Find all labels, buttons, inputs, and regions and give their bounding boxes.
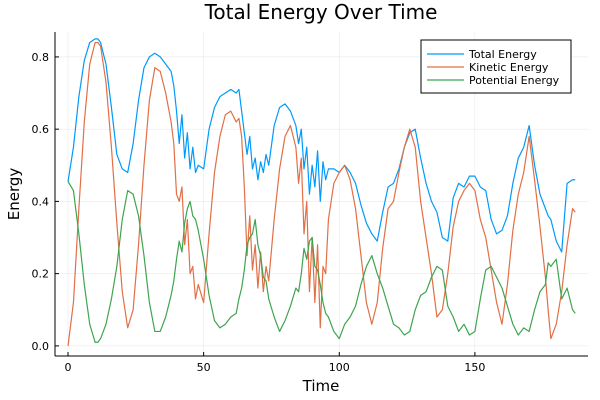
x-tick-label: 50: [197, 361, 211, 374]
x-axis-label: Time: [302, 377, 340, 395]
ticks: 0 50 100 150 0.0 0.2 0.4 0.6 0.8: [32, 51, 486, 374]
y-tick-label: 0.2: [32, 268, 50, 281]
legend-label-total-energy: Total Energy: [468, 48, 537, 61]
x-tick-label: 150: [464, 361, 485, 374]
y-axis-label: Energy: [5, 168, 23, 221]
legend-label-kinetic-energy: Kinetic Energy: [469, 61, 549, 74]
y-tick-label: 0.0: [32, 340, 50, 353]
series-group: [67, 38, 576, 346]
legend: Total Energy Kinetic Energy Potential En…: [420, 39, 572, 94]
series-line-total-energy: [67, 38, 576, 253]
y-tick-label: 0.8: [32, 51, 50, 64]
series-line-kinetic-energy: [67, 41, 576, 346]
series-line-potential-energy: [67, 181, 576, 343]
x-tick-label: 0: [65, 361, 72, 374]
axes: [54, 32, 588, 357]
x-tick-label: 100: [329, 361, 350, 374]
y-tick-label: 0.4: [32, 195, 50, 208]
y-tick-label: 0.6: [32, 123, 50, 136]
legend-label-potential-energy: Potential Energy: [469, 74, 560, 87]
chart-title: Total Energy Over Time: [204, 0, 438, 24]
